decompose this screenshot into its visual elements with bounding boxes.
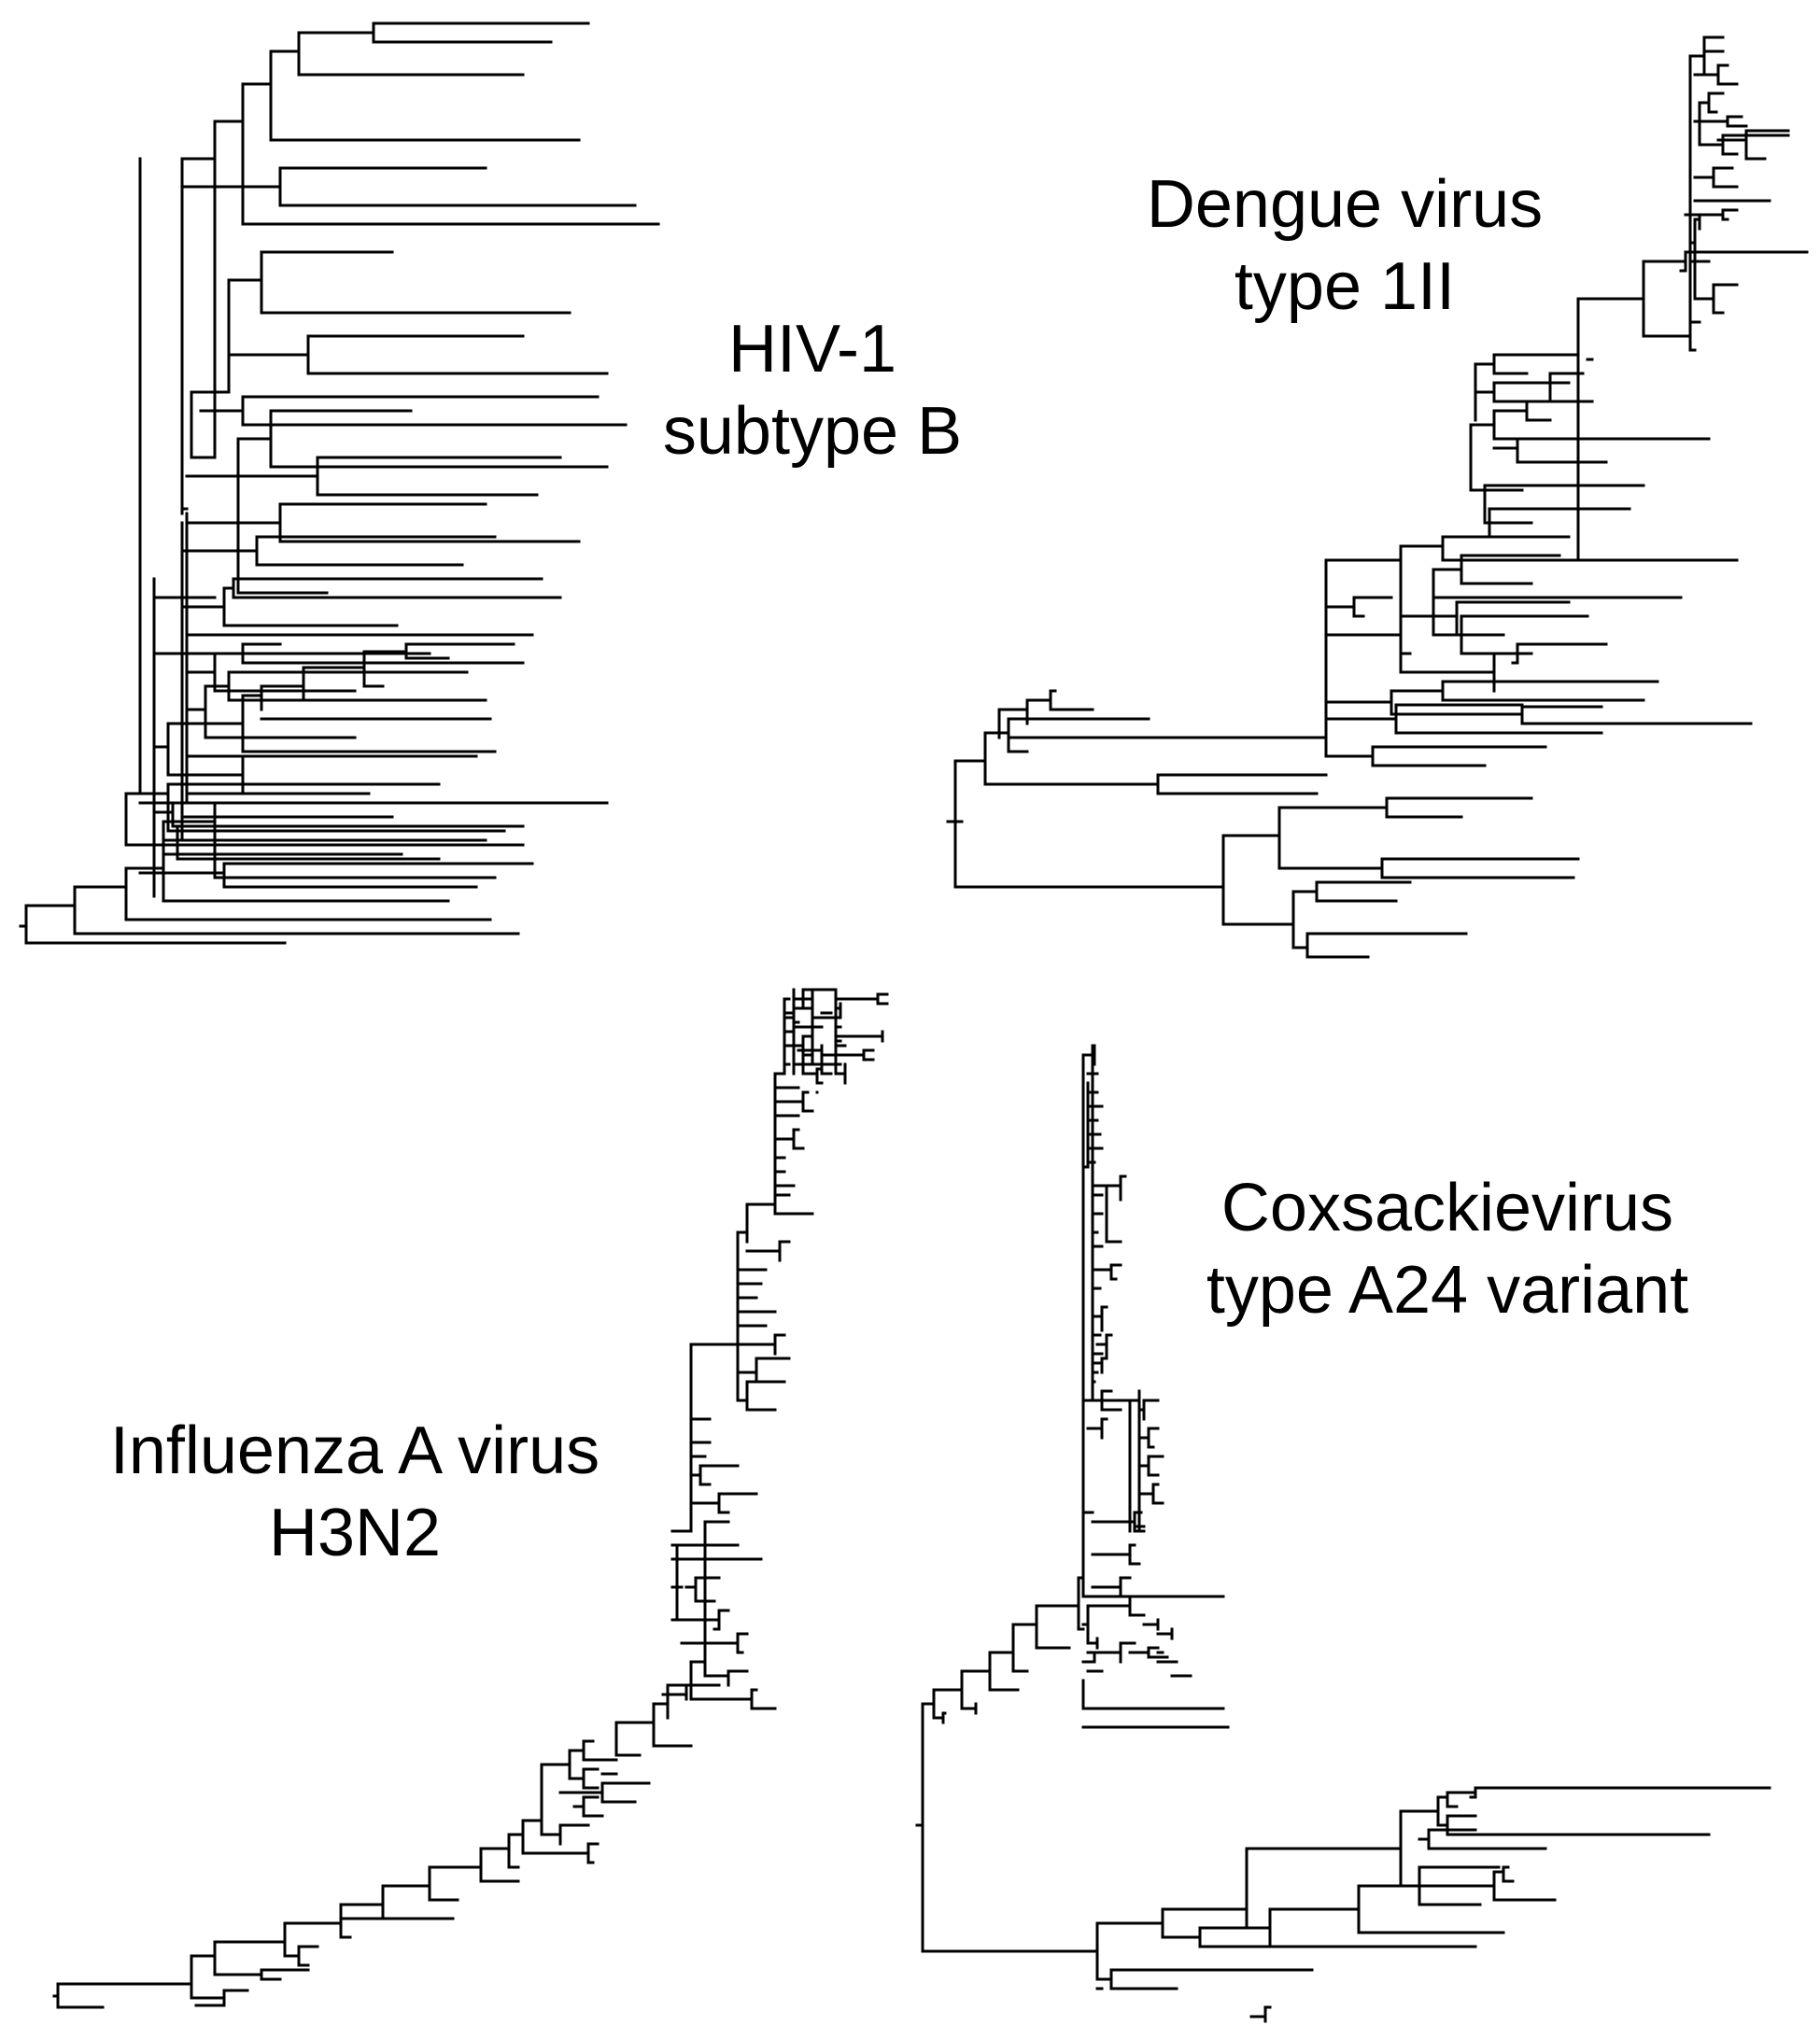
coxsackie-label-line1: Coxsackievirus (1220, 1171, 1674, 1245)
dengue-upper-clade (1324, 353, 1739, 739)
coxsackie-label: Coxsackievirus type A24 variant (1158, 1167, 1737, 1331)
coxsackie-main-clade (1081, 1044, 1164, 1664)
influenza-upper-clade (689, 988, 847, 1533)
hiv-mid-clade (138, 577, 609, 898)
hiv-label: HIV-1 subtype B (607, 308, 1018, 472)
influenza-apex (792, 988, 889, 1066)
influenza-label-line1: Influenza A virus (109, 1413, 600, 1488)
hiv-label-line1: HIV-1 (727, 312, 897, 387)
hiv-lower-clade (180, 395, 628, 842)
influenza-label-line2: H3N2 (268, 1496, 442, 1570)
coxsackie-secondary (1081, 1595, 1230, 1729)
dengue-label: Dengue virus type 1II (1083, 163, 1606, 328)
hiv-tree-branches (19, 21, 660, 945)
dengue-label-line2: type 1II (1234, 249, 1456, 324)
dengue-label-line1: Dengue virus (1146, 167, 1544, 242)
hiv-label-line2: subtype B (662, 394, 963, 469)
coxsackie-label-line2: type A24 variant (1206, 1253, 1689, 1328)
dengue-top-clade (1576, 35, 1809, 562)
dengue-tree-branches (946, 680, 1753, 959)
dengue-basal (953, 596, 1393, 823)
influenza-label: Influenza A virus H3N2 (56, 1410, 654, 1574)
influenza-mid-clade (614, 1417, 777, 1757)
coxsackie-upper-lineage (1081, 1165, 1122, 1440)
coxsackie-lower-clade (921, 1786, 1771, 2023)
influenza-tree-branches (52, 1739, 651, 2009)
